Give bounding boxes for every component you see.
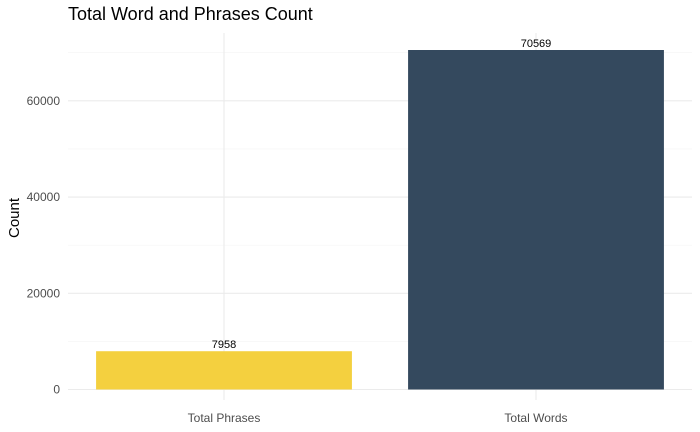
data-labels: 7958 70569 (212, 38, 552, 351)
y-axis-ticks: 0 20000 40000 60000 (27, 94, 61, 397)
x-axis-ticks: Total Phrases Total Words (188, 411, 568, 425)
bar-total-words (408, 50, 664, 390)
data-label: 7958 (212, 339, 236, 351)
y-tick-label: 40000 (27, 190, 61, 204)
data-label: 70569 (521, 38, 552, 50)
bars (96, 50, 664, 390)
x-tick-label: Total Words (504, 411, 567, 425)
chart-title: Total Word and Phrases Count (68, 4, 313, 24)
y-axis-label: Count (6, 197, 23, 238)
y-tick-label: 60000 (27, 94, 61, 108)
y-tick-label: 0 (53, 383, 60, 397)
bar-total-phrases (96, 351, 352, 390)
y-tick-label: 20000 (27, 286, 61, 300)
x-tick-label: Total Phrases (188, 411, 261, 425)
